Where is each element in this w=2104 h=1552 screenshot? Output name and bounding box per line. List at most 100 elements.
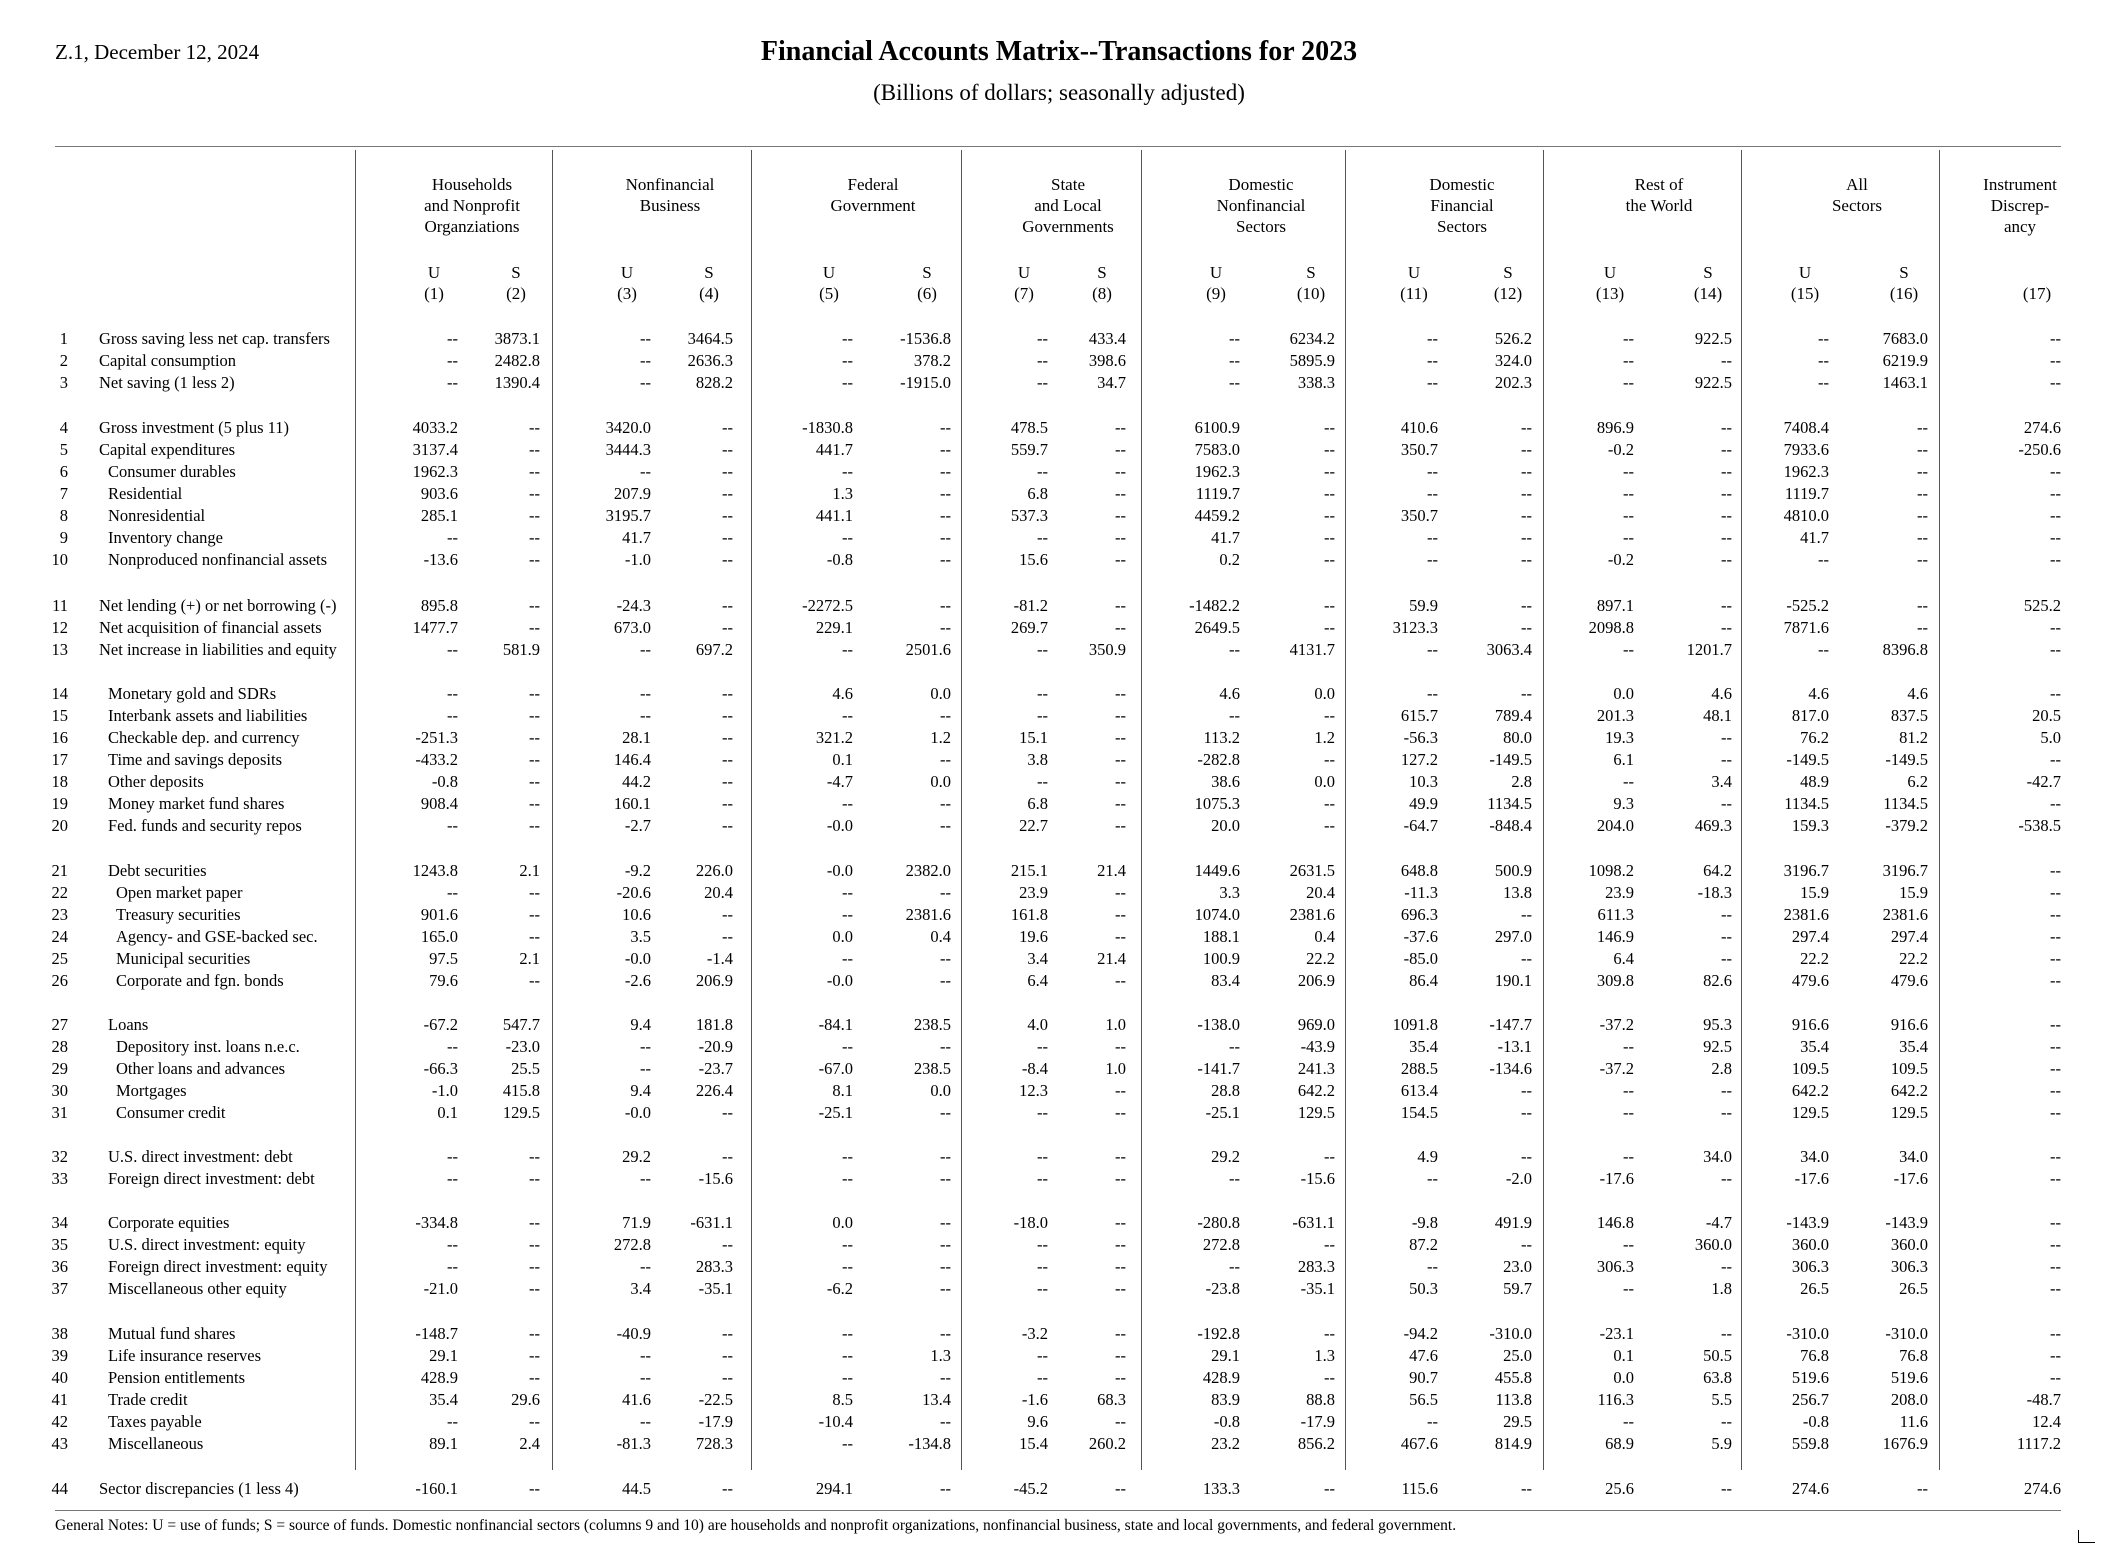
table-cell: -0.0 [826,816,853,835]
line-number: 19 [51,794,69,813]
table-cell: 3123.3 [1392,618,1438,637]
table-cell: 1.2 [930,728,951,747]
table-cell: -147.7 [1489,1015,1532,1034]
column-number: (6) [917,284,937,303]
table-cell: 12.3 [1019,1081,1048,1100]
table-cell: -848.4 [1489,816,1532,835]
table-cell: -- [842,462,853,481]
table-cell: -- [1115,506,1126,525]
table-cell: -631.1 [690,1213,733,1232]
column-group-header: All Sectors [1777,174,1937,216]
table-cell: -- [1115,927,1126,946]
table-cell: 89.1 [429,1434,458,1453]
table-cell: 922.5 [1694,373,1732,392]
column-number: (13) [1595,284,1625,303]
table-cell: -- [1721,528,1732,547]
table-cell: -- [2050,1037,2061,1056]
table-cell: 288.5 [1400,1059,1438,1078]
table-cell: 350.7 [1400,440,1438,459]
row-label: Capital consumption [99,351,237,370]
table-cell: -- [1917,550,1928,569]
table-cell: -- [842,1257,853,1276]
table-cell: -- [529,418,540,437]
table-cell: -- [1115,1412,1126,1431]
column-number: (11) [1400,284,1428,303]
line-number: 12 [51,618,69,637]
row-label: Residential [108,484,183,503]
use-source-label: U [1209,263,1223,282]
table-cell: -- [1229,1257,1240,1276]
table-cell: -- [1721,905,1732,924]
table-cell: -- [842,640,853,659]
table-cell: -- [2050,949,2061,968]
column-number: (17) [2022,284,2052,303]
line-number: 37 [51,1279,69,1298]
table-cell: -43.9 [1300,1037,1335,1056]
table-cell: -- [1229,373,1240,392]
table-cell: -13.1 [1497,1037,1532,1056]
table-cell: 1243.8 [412,861,458,880]
table-cell: -- [842,706,853,725]
table-cell: 83.4 [1211,971,1240,990]
table-cell: -- [940,1324,951,1343]
table-cell: -- [1623,1412,1634,1431]
table-cell: 19.3 [1605,728,1634,747]
table-cell: -- [722,1324,733,1343]
table-cell: -- [842,1434,853,1453]
column-group-label-line: Nonfinancial [625,175,715,194]
table-cell: -20.6 [616,883,651,902]
table-cell: -- [1721,618,1732,637]
table-cell: -- [2050,971,2061,990]
row-label: Foreign direct investment: debt [108,1169,315,1188]
table-cell: -- [2050,1368,2061,1387]
table-cell: -- [2050,373,2061,392]
table-cell: -- [1324,506,1335,525]
table-cell: -- [2050,462,2061,481]
table-cell: 1119.7 [1784,484,1829,503]
table-cell: 25.6 [1605,1479,1634,1498]
table-cell: -- [1521,528,1532,547]
table-cell: -17.9 [698,1412,733,1431]
table-cell: 49.9 [1409,794,1438,813]
table-cell: 916.6 [1791,1015,1829,1034]
table-cell: -- [529,1346,540,1365]
table-cell: 146.4 [613,750,651,769]
table-cell: -8.4 [1021,1059,1048,1078]
column-number: (1) [424,284,444,303]
table-cell: 4.6 [1219,684,1240,703]
table-cell: 297.4 [1890,927,1928,946]
table-cell: 256.7 [1791,1390,1829,1409]
table-cell: 59.9 [1409,596,1438,615]
table-cell: -- [1115,1037,1126,1056]
row-label: Money market fund shares [108,794,285,813]
table-cell: 6234.2 [1289,329,1335,348]
table-cell: 2.8 [1511,772,1532,791]
column-number: (9) [1206,284,1226,303]
table-cell: -- [940,1257,951,1276]
column-group-label-line: and Nonprofit [424,196,520,215]
table-cell: 897.1 [1596,596,1634,615]
table-cell: -- [2050,883,2061,902]
table-cell: -45.2 [1013,1479,1048,1498]
use-source-label: U [1017,263,1031,282]
row-label: Consumer durables [108,462,236,481]
table-cell: -- [447,640,458,659]
table-cell: 115.6 [1401,1479,1438,1498]
table-cell: 116.3 [1597,1390,1634,1409]
column-group-label-line: Sectors [1831,196,1883,215]
table-cell: 269.7 [1010,618,1048,637]
column-group-header: Rest of the World [1579,174,1739,216]
table-cell: 4810.0 [1783,506,1829,525]
table-cell: -- [1115,1346,1126,1365]
table-cell: -- [447,329,458,348]
table-cell: -- [2050,684,2061,703]
line-number: 8 [59,506,68,525]
table-cell: -- [722,1479,733,1498]
table-cell: -- [1521,1147,1532,1166]
column-number: (5) [819,284,839,303]
table-cell: 34.0 [1899,1147,1928,1166]
line-number: 42 [51,1412,69,1431]
table-cell: -2.7 [624,816,651,835]
line-number: 44 [51,1479,69,1498]
column-group-label-line: and Local [1034,196,1102,215]
